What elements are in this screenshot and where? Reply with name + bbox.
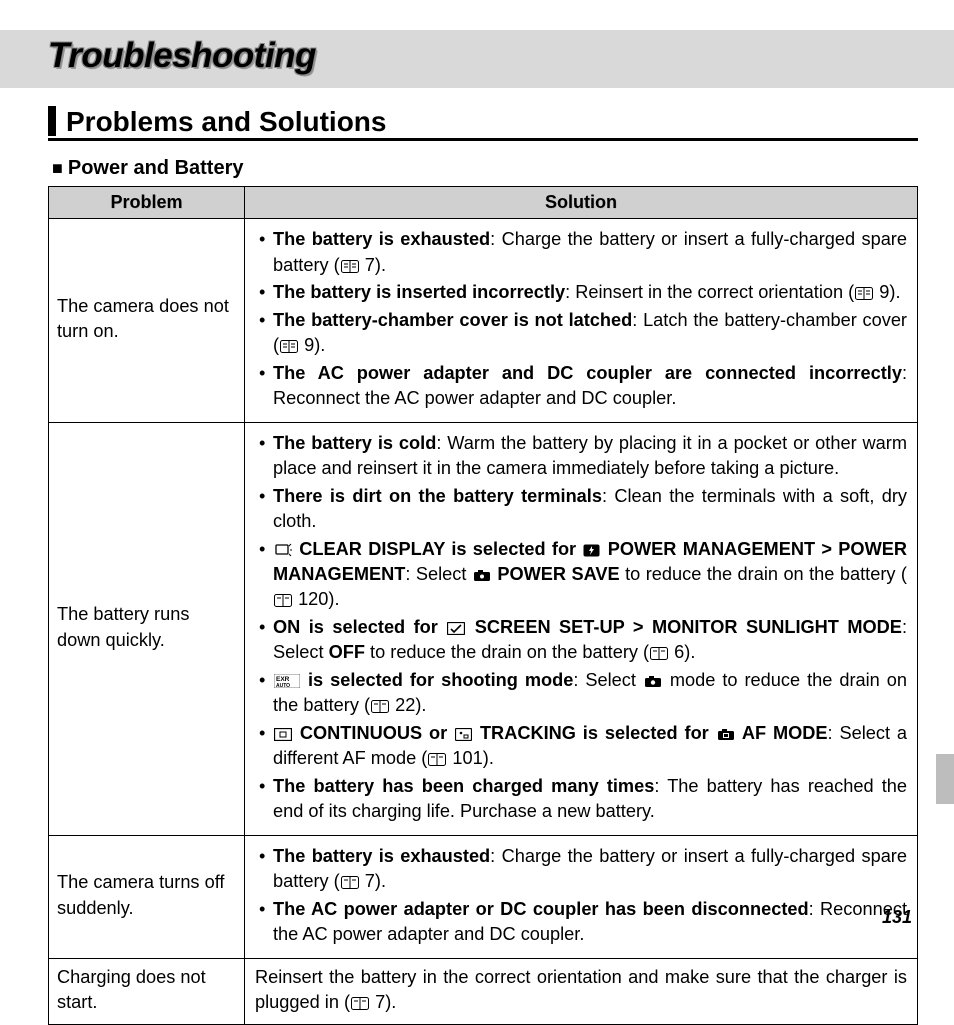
page-ref-icon — [280, 340, 298, 353]
af-mode-icon — [717, 728, 735, 741]
camera-icon — [644, 675, 662, 688]
section-heading: Problems and Solutions — [66, 108, 386, 136]
solution-item: ON is selected for SCREEN SET-UP > MONIT… — [255, 615, 907, 666]
solution-item: The battery is exhausted: Charge the bat… — [255, 844, 907, 895]
subsection-heading: Power and Battery — [52, 157, 918, 180]
solution-item: There is dirt on the battery terminals: … — [255, 484, 907, 535]
continuous-af-icon — [274, 728, 292, 741]
table-row: The battery runs down quickly. The batte… — [49, 422, 918, 835]
page-title: Troubleshooting — [48, 36, 954, 76]
power-mgmt-icon — [583, 544, 600, 557]
title-band: Troubleshooting — [0, 30, 954, 88]
tracking-af-icon — [455, 728, 472, 741]
solution-item: The AC power adapter and DC coupler are … — [255, 361, 907, 412]
solution-item: The battery is exhausted: Charge the bat… — [255, 227, 907, 278]
camera-icon — [473, 569, 491, 582]
solution-item: CONTINUOUS or TRACKING is selected for A… — [255, 721, 907, 772]
col-header-solution: Solution — [245, 187, 918, 219]
solution-cell: The battery is exhausted: Charge the bat… — [245, 835, 918, 958]
solution-cell: Reinsert the battery in the correct orie… — [245, 958, 918, 1024]
page-number: 131 — [882, 907, 912, 928]
solution-cell: The battery is exhausted: Charge the bat… — [245, 219, 918, 422]
monitor-bright-icon — [274, 543, 292, 557]
problem-cell: The camera does not turn on. — [49, 219, 245, 422]
solution-cell: The battery is cold: Warm the battery by… — [245, 422, 918, 835]
solution-item: The battery-chamber cover is not latched… — [255, 308, 907, 359]
solution-item: CLEAR DISPLAY is selected for POWER MANA… — [255, 537, 907, 613]
page-ref-icon — [274, 594, 292, 607]
problem-cell: The camera turns off suddenly. — [49, 835, 245, 958]
screen-setup-icon — [447, 622, 465, 635]
page-ref-icon — [341, 876, 359, 889]
solution-item: The battery is cold: Warm the battery by… — [255, 431, 907, 482]
table-row: The camera does not turn on. The battery… — [49, 219, 918, 422]
thumb-tab-icon — [936, 754, 954, 804]
col-header-problem: Problem — [49, 187, 245, 219]
svg-text:EXR: EXR — [276, 676, 290, 683]
solution-item: The AC power adapter or DC coupler has b… — [255, 897, 907, 948]
problem-cell: Charging does not start. — [49, 958, 245, 1024]
solution-item: EXRAUTO is selected for shooting mode: S… — [255, 668, 907, 719]
page-ref-icon — [341, 260, 359, 273]
problem-cell: The battery runs down quickly. — [49, 422, 245, 835]
page-ref-icon — [351, 997, 369, 1010]
troubleshooting-table: Problem Solution The camera does not tur… — [48, 186, 918, 1025]
section-heading-row: Problems and Solutions — [48, 106, 918, 141]
svg-text:AUTO: AUTO — [276, 683, 290, 688]
solution-item: The battery has been charged many times:… — [255, 774, 907, 825]
table-row: Charging does not start. Reinsert the ba… — [49, 958, 918, 1024]
page-ref-icon — [855, 287, 873, 300]
section-bar-icon — [48, 106, 56, 136]
page-ref-icon — [428, 753, 446, 766]
manual-page: Troubleshooting Problems and Solutions P… — [0, 0, 954, 954]
page-ref-icon — [650, 647, 668, 660]
solution-item: The battery is inserted incorrectly: Rei… — [255, 280, 907, 305]
table-row: The camera turns off suddenly. The batte… — [49, 835, 918, 958]
exr-auto-icon: EXRAUTO — [274, 674, 300, 688]
page-ref-icon — [371, 700, 389, 713]
